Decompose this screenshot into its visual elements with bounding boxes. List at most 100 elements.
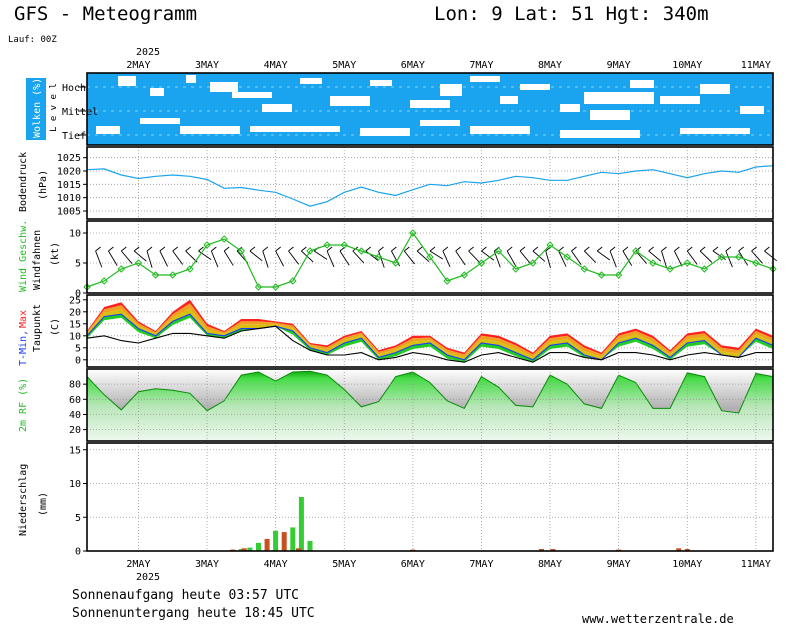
precip-frame	[86, 442, 774, 552]
rh-line	[87, 370, 773, 414]
wind-barb-flag	[416, 246, 423, 252]
wind-barb-flag	[301, 246, 307, 252]
wind-barb	[210, 250, 219, 268]
wind-barb-flag	[442, 246, 449, 252]
wind-speed-point	[271, 283, 280, 291]
date-top-label: 2MAY	[126, 60, 150, 71]
y-tick-label: 0	[75, 289, 81, 300]
date-bottom-label: 11MAY	[741, 559, 771, 570]
y-tick-label: 20	[69, 425, 81, 436]
wind-speed-point	[614, 271, 623, 279]
y-tick-label: 1010	[57, 193, 81, 204]
wind-barb	[519, 250, 531, 265]
wind-barb	[429, 250, 444, 260]
pressure-grid	[138, 147, 757, 219]
rh-ticks: 80 60 40 20	[69, 380, 773, 436]
wind-speed-line	[86, 231, 774, 288]
date-top-label: 9MAY	[607, 60, 631, 71]
wind-barb	[673, 250, 683, 267]
y-tick-label: 1005	[57, 207, 81, 218]
website-link[interactable]: www.wetterzentrale.de	[582, 612, 734, 625]
temp-title-max: Max	[18, 310, 29, 328]
cloud-frame	[86, 72, 774, 146]
wind-frame	[86, 220, 774, 294]
cloud-gap	[420, 120, 460, 126]
cloud-gap	[470, 76, 500, 82]
date-bottom-label: 9MAY	[607, 559, 631, 570]
sunrise-text: Sonnenaufgang heute 03:57 UTC	[72, 588, 299, 603]
wind-barb	[95, 250, 103, 268]
rh-area	[87, 371, 773, 441]
rh-series	[87, 370, 773, 441]
precip-bar-convective	[676, 548, 682, 551]
wind-barb-flag	[764, 246, 770, 252]
wind-speed-point	[151, 271, 160, 279]
wind-speed-point	[409, 229, 417, 237]
precip-bar-convective	[539, 549, 544, 551]
wind-speed-point	[134, 259, 143, 267]
cloud-level-tief: Tief	[62, 131, 86, 142]
temp-min-line	[86, 313, 774, 361]
wind-barb	[584, 250, 597, 263]
date-top-label: 4MAY	[264, 60, 288, 71]
wind-barb	[596, 250, 611, 261]
wind-speed-point	[186, 265, 194, 273]
y-tick-label: 0	[75, 355, 81, 366]
date-top-label: 3MAY	[195, 60, 219, 71]
wind-speed-point	[374, 253, 383, 261]
rh-title: 2m RF (%)	[18, 378, 29, 432]
sunset-text: Sonnenuntergang heute 18:45 UTC	[72, 606, 315, 621]
precip-series	[230, 497, 690, 552]
date-top-label: 5MAY	[332, 60, 356, 71]
cloud-gap	[186, 75, 196, 83]
wind-speed-point	[632, 247, 640, 255]
wind-barb	[275, 250, 285, 267]
precip-panel: 15 10 5 0 Niederschlag (mm)	[18, 442, 774, 558]
cloud-gap	[660, 96, 700, 104]
wind-barb-flag	[674, 246, 680, 252]
precip-bar-convective	[684, 549, 690, 551]
wind-barb	[622, 250, 633, 266]
wind-barb	[416, 250, 430, 263]
pressure-panel: 1025 1020 1015 1010 1005 Bodendruck (hPa)	[18, 146, 774, 220]
wind-barb	[661, 250, 668, 268]
cloud-panel: Wolken (%) L e v e l Hoch Mittel Tief	[26, 72, 774, 146]
cloud-gap	[410, 100, 450, 108]
wind-speed-point	[306, 247, 314, 255]
date-bottom-label: 10MAY	[672, 559, 702, 570]
wind-barb-flag	[159, 246, 166, 252]
wind-barb	[571, 250, 582, 266]
y-tick-label: 5	[75, 343, 81, 354]
precip-bar-rain	[256, 542, 261, 551]
wind-barb-flag	[532, 246, 539, 252]
wind-speed-point	[289, 277, 297, 285]
wind-barb-flag	[172, 246, 179, 252]
wind-speed-point	[117, 265, 126, 273]
cloud-gap	[630, 80, 654, 88]
wind-barb-flag	[108, 246, 114, 252]
y-tick-label: 15	[69, 445, 81, 456]
wind-barb	[108, 250, 118, 266]
wind-barb-flag	[146, 246, 153, 252]
precip-bar-convective	[264, 538, 270, 551]
wind-barb	[635, 250, 647, 264]
wind-speed-point	[649, 259, 657, 267]
wind-barb-flag	[481, 246, 487, 252]
date-bottom-label: 2MAY	[126, 559, 150, 570]
precip-title: Niederschlag	[18, 464, 29, 536]
wind-barb-flag	[686, 246, 693, 252]
wind-speed-point	[512, 265, 520, 273]
wind-barb	[545, 250, 551, 269]
wind-barb-flag	[198, 246, 204, 252]
wind-barb	[146, 250, 153, 268]
date-bottom-label: 3MAY	[195, 559, 219, 570]
cloud-gap	[700, 84, 730, 94]
wind-subtitle: Windfahnen	[32, 230, 43, 290]
wind-barb	[764, 250, 777, 262]
wind-barb	[313, 250, 328, 260]
wind-barb	[288, 250, 300, 265]
cloud-gap	[118, 76, 136, 86]
cloud-title-box	[26, 78, 46, 140]
chart-title: GFS - Meteogramm	[14, 3, 197, 25]
